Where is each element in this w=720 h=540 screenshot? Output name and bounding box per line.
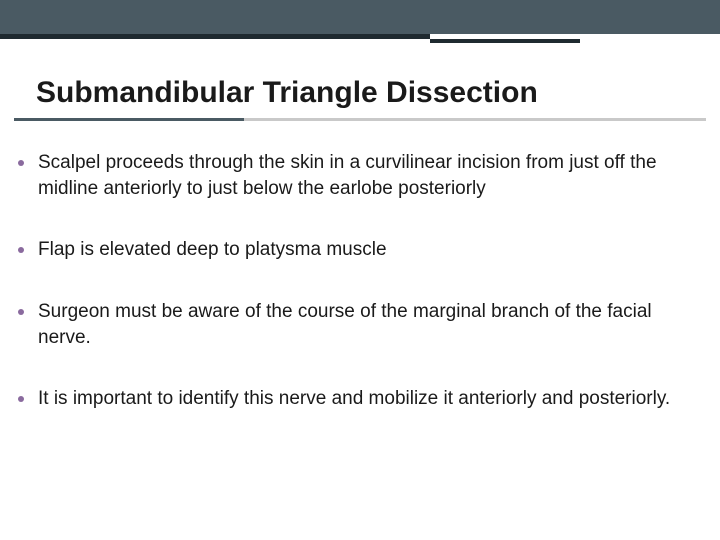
title-underline bbox=[14, 118, 706, 121]
bullet-icon bbox=[18, 309, 24, 315]
list-item: Flap is elevated deep to platysma muscle bbox=[18, 237, 702, 263]
bullet-icon bbox=[18, 160, 24, 166]
header-divider bbox=[0, 34, 720, 43]
bullet-list: Scalpel proceeds through the skin in a c… bbox=[18, 150, 702, 448]
bullet-text: It is important to identify this nerve a… bbox=[38, 386, 670, 412]
list-item: It is important to identify this nerve a… bbox=[18, 386, 702, 412]
header-bar bbox=[0, 0, 720, 34]
list-item: Scalpel proceeds through the skin in a c… bbox=[18, 150, 702, 201]
bullet-text: Flap is elevated deep to platysma muscle bbox=[38, 237, 387, 263]
bullet-icon bbox=[18, 247, 24, 253]
bullet-icon bbox=[18, 396, 24, 402]
page-title: Submandibular Triangle Dissection bbox=[36, 76, 538, 110]
list-item: Surgeon must be aware of the course of t… bbox=[18, 299, 702, 350]
bullet-text: Surgeon must be aware of the course of t… bbox=[38, 299, 702, 350]
bullet-text: Scalpel proceeds through the skin in a c… bbox=[38, 150, 702, 201]
